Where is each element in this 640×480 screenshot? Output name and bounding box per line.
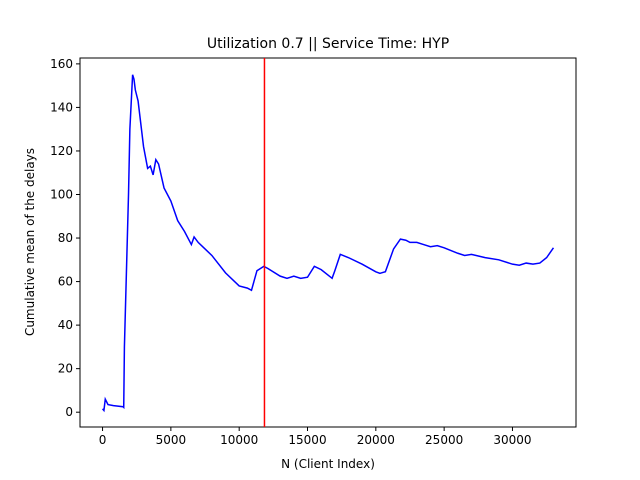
x-tick-label: 30000 (493, 433, 531, 447)
x-tick-label: 20000 (357, 433, 395, 447)
chart-title: Utilization 0.7 || Service Time: HYP (207, 36, 449, 52)
x-tick-label: 15000 (288, 433, 326, 447)
plot-frame (79, 57, 577, 428)
x-axis-label: N (Client Index) (281, 457, 375, 471)
x-tick-label: 5000 (156, 433, 187, 447)
y-tick-label: 100 (50, 187, 73, 201)
y-tick-label: 160 (50, 57, 73, 71)
y-tick-label: 140 (50, 100, 73, 114)
x-tick-label: 25000 (425, 433, 463, 447)
y-tick-label: 0 (65, 405, 73, 419)
y-tick-label: 40 (58, 318, 73, 332)
y-tick-label: 80 (58, 231, 73, 245)
y-tick-label: 20 (58, 362, 73, 376)
y-tick-label: 120 (50, 144, 73, 158)
x-tick-label: 0 (99, 433, 107, 447)
y-axis-label: Cumulative mean of the delays (23, 148, 37, 336)
y-tick-label: 60 (58, 275, 73, 289)
data-line (101, 74, 555, 413)
x-tick-label: 10000 (220, 433, 258, 447)
